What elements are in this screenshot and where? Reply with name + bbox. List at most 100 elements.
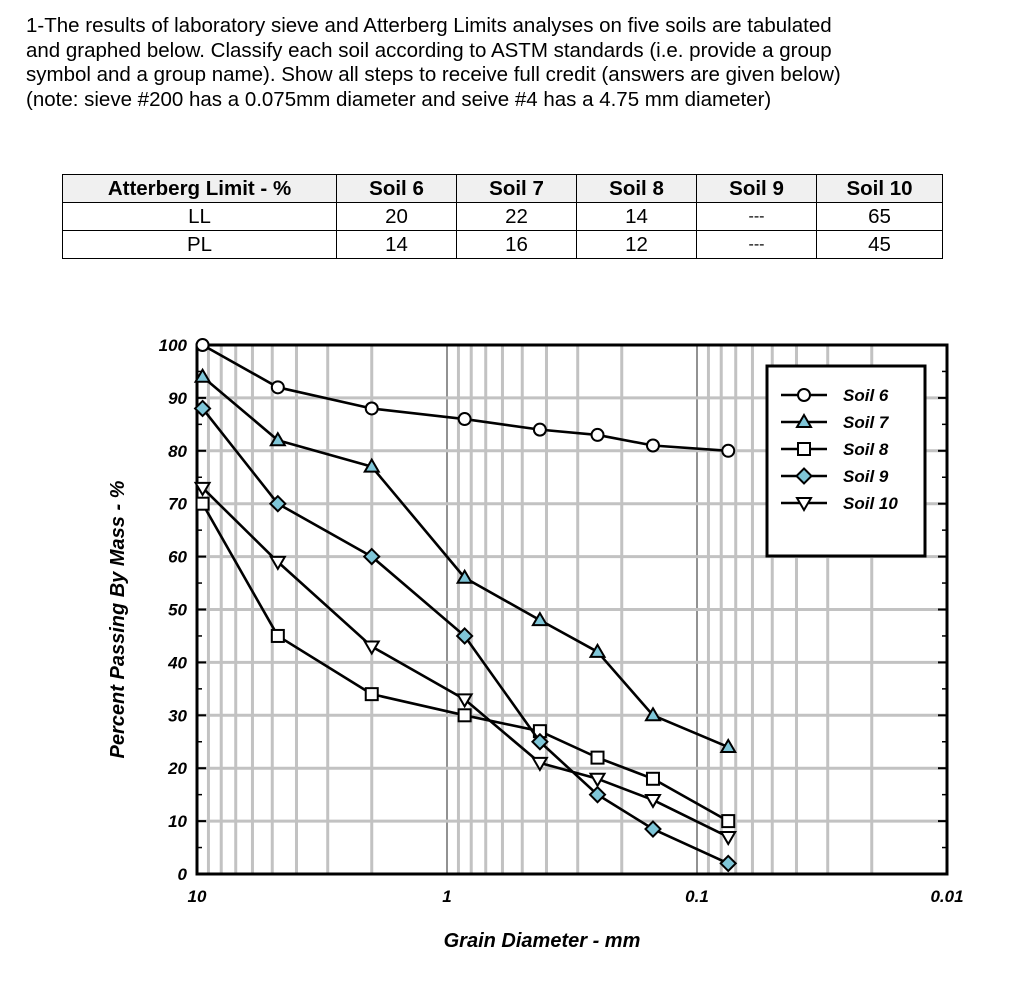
- marker-diamond: [795, 467, 813, 485]
- table-cell: 20: [336, 202, 457, 231]
- legend-label: Soil 10: [843, 494, 898, 513]
- y-tick-label: 20: [167, 759, 187, 778]
- x-tick-label: 0.1: [685, 887, 709, 906]
- atterberg-limits-table: Atterberg Limit - % Soil 6 Soil 7 Soil 8…: [62, 174, 943, 259]
- series-soil-6: [195, 338, 736, 458]
- column-header: Soil 8: [576, 174, 697, 203]
- series-soil-10: [193, 481, 737, 846]
- marker-square: [195, 496, 210, 511]
- legend-entry: Soil 8: [781, 440, 889, 459]
- legend-label: Soil 7: [843, 413, 890, 432]
- legend-label: Soil 9: [843, 467, 889, 486]
- marker-circle: [195, 338, 210, 352]
- marker-circle: [721, 443, 736, 458]
- y-tick-label: 50: [168, 601, 187, 620]
- table-cell: LL: [62, 202, 337, 231]
- marker-circle: [364, 401, 379, 416]
- marker-circle: [270, 380, 285, 395]
- marker-diamond: [644, 820, 662, 838]
- marker-triangle-down: [644, 793, 662, 809]
- marker-triangle-down: [193, 481, 212, 497]
- legend: Soil 6 Soil 7 Soil 8 Soil 9 Soil 10: [765, 364, 927, 558]
- marker-diamond: [362, 547, 381, 566]
- marker-square: [797, 442, 811, 456]
- table-cell: 16: [456, 230, 577, 259]
- chart-grid: [196, 345, 948, 874]
- y-tick-label: 70: [168, 495, 187, 514]
- table-cell: PL: [62, 230, 337, 259]
- x-tick-label: 1: [442, 887, 451, 906]
- y-tick-label: 40: [167, 653, 187, 672]
- data-series: [193, 338, 738, 873]
- y-tick-label: 100: [159, 336, 188, 355]
- legend-label: Soil 8: [843, 440, 889, 459]
- marker-triangle-up: [269, 431, 287, 447]
- y-tick-label: 90: [168, 389, 187, 408]
- marker-square: [364, 687, 379, 702]
- problem-line: symbol and a group name). Show all steps…: [26, 63, 841, 86]
- table-cell: 14: [576, 202, 697, 231]
- legend-entry: Soil 6: [781, 386, 889, 405]
- table-header-row: Atterberg Limit - % Soil 6 Soil 7 Soil 8…: [62, 174, 943, 203]
- marker-triangle-down: [719, 830, 737, 846]
- column-header: Soil 9: [696, 174, 817, 203]
- table-cell: ---: [696, 202, 817, 231]
- y-tick-label: 10: [168, 812, 187, 831]
- marker-circle: [645, 438, 660, 453]
- y-axis-title: Percent Passing By Mass - %: [107, 480, 129, 758]
- problem-line: and graphed below. Classify each soil ac…: [26, 38, 832, 62]
- marker-triangle-down: [795, 497, 813, 512]
- marker-square: [645, 771, 660, 786]
- marker-diamond: [193, 399, 212, 418]
- marker-triangle-up: [455, 568, 474, 584]
- marker-diamond: [455, 627, 474, 645]
- column-header: Atterberg Limit - %: [62, 174, 337, 203]
- problem-line: (note: sieve #200 has a 0.075mm diameter…: [26, 87, 772, 111]
- y-tick-label: 60: [168, 548, 187, 567]
- legend-box: [765, 364, 927, 558]
- table-cell: 12: [576, 230, 697, 259]
- column-header: Soil 6: [336, 174, 457, 203]
- marker-diamond: [588, 785, 607, 804]
- x-axis-title: Grain Diameter - mm: [444, 930, 641, 952]
- table-cell: 45: [816, 230, 943, 259]
- marker-square: [590, 750, 605, 765]
- series-line: [201, 486, 729, 839]
- legend-entry: Soil 9: [781, 467, 889, 486]
- series-line: [201, 503, 729, 823]
- marker-circle: [457, 412, 472, 427]
- marker-triangle-up: [531, 611, 549, 627]
- series-line: [201, 375, 729, 749]
- marker-triangle-down: [588, 772, 607, 788]
- legend-entry: Soil 10: [781, 494, 898, 513]
- marker-triangle-up: [644, 706, 662, 722]
- legend-label: Soil 6: [843, 386, 889, 405]
- legend-entry: Soil 7: [781, 413, 890, 432]
- marker-diamond: [530, 732, 549, 751]
- marker-triangle-down: [531, 756, 549, 772]
- marker-triangle-up: [363, 457, 381, 473]
- marker-triangle-up: [193, 367, 212, 383]
- marker-triangle-down: [269, 555, 287, 571]
- x-axis-ticks: 10 1 0.1 0.01: [188, 887, 964, 906]
- y-tick-label: 0: [178, 865, 188, 884]
- column-header: Soil 10: [816, 174, 943, 203]
- marker-square: [270, 628, 285, 643]
- marker-circle: [590, 427, 605, 442]
- series-soil-9: [193, 399, 738, 873]
- problem-line: 1-The results of laboratory sieve and At…: [26, 14, 832, 37]
- table-cell: 22: [456, 202, 577, 231]
- problem-statement: 1-The results of laboratory sieve and At…: [26, 14, 1006, 112]
- marker-triangle-up: [588, 642, 607, 658]
- table-cell: 65: [816, 202, 943, 231]
- marker-diamond: [268, 494, 287, 513]
- marker-square: [721, 814, 736, 829]
- marker-triangle-up: [795, 413, 813, 428]
- table-row: LL 20 22 14 --- 65: [62, 202, 943, 231]
- x-tick-label: 0.01: [930, 887, 963, 906]
- marker-circle: [532, 422, 547, 437]
- table-row: PL 14 16 12 --- 45: [62, 230, 943, 259]
- marker-diamond: [719, 854, 738, 873]
- series-soil-7: [193, 367, 737, 754]
